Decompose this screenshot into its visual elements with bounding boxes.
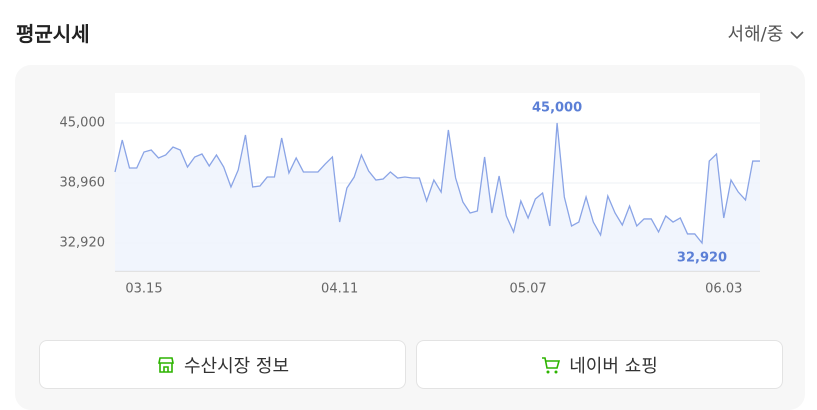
line <box>114 122 760 245</box>
y-tick-label: 38,960 <box>60 175 106 190</box>
x-tick-label: 04.11 <box>321 282 358 297</box>
x-tick-label: 05.07 <box>509 282 546 297</box>
x-tick-label: 06.03 <box>705 282 742 297</box>
section-title: 평균시세 <box>16 22 90 46</box>
y-tick-label: 32,920 <box>60 235 106 250</box>
shopping-button[interactable]: 네이버 쇼핑 <box>416 340 783 389</box>
y-tick-label: 45,000 <box>60 115 106 130</box>
value-label: 45,000 <box>532 100 582 115</box>
market-button[interactable]: 수산시장 정보 <box>39 340 406 389</box>
selector-label: 서해/중 <box>727 24 784 45</box>
region-selector[interactable]: 서해/중 <box>728 20 805 46</box>
store-icon <box>157 356 174 373</box>
area <box>115 122 760 271</box>
x-tick-label: 03.15 <box>125 282 162 297</box>
button-label: 네이버 쇼핑 <box>569 355 658 377</box>
cart-icon <box>542 356 561 373</box>
chevron-icon <box>790 31 804 40</box>
button-label: 수산시장 정보 <box>183 355 290 377</box>
value-label: 32,920 <box>677 250 727 265</box>
